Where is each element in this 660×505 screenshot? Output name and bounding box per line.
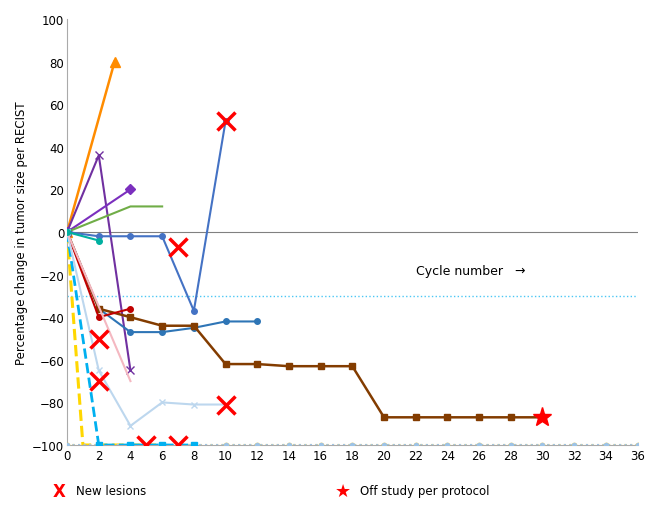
Text: ★: ★ [335, 482, 351, 500]
Text: Cycle number   →: Cycle number → [416, 264, 525, 277]
Text: X: X [53, 482, 66, 500]
Y-axis label: Percentage change in tumor size per RECIST: Percentage change in tumor size per RECI… [15, 101, 28, 364]
Text: Off study per protocol: Off study per protocol [360, 484, 489, 497]
Text: New lesions: New lesions [76, 484, 146, 497]
